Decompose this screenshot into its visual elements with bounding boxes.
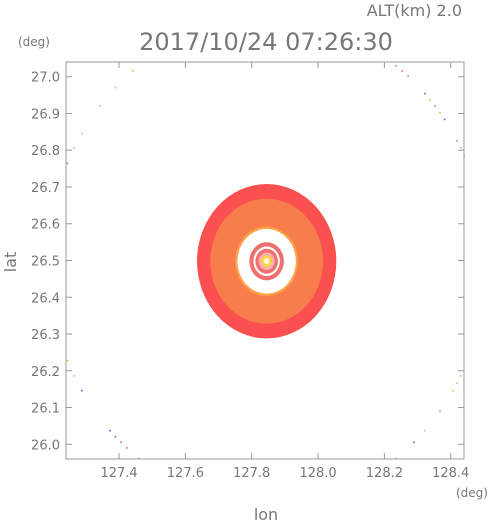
range-ring-dot (73, 147, 75, 149)
range-ring-dot (424, 92, 426, 95)
range-ring-dot (114, 86, 117, 89)
range-ring-dot (439, 111, 441, 114)
range-ring-dot (114, 435, 117, 438)
range-ring-dot (120, 441, 122, 444)
range-ring-dot (395, 457, 397, 460)
plot-frame (65, 61, 465, 460)
y-unit-label: (deg) (18, 35, 50, 49)
y-tick-label: 26.6 (31, 218, 60, 233)
y-axis-ticks: 26.0 26.1 26.2 26.3 26.4 26.5 26.6 26.7 26.8 26.9… (31, 71, 464, 453)
y-tick-label: 26.0 (31, 438, 60, 453)
range-ring (66, 65, 465, 460)
range-ring-dot (434, 105, 436, 107)
y-tick-label: 26.8 (31, 144, 60, 159)
y-tick-label: 26.1 (31, 402, 60, 417)
range-ring-dot (81, 132, 83, 135)
x-tick-label: 128.4 (432, 466, 469, 481)
range-ring-dot (452, 389, 454, 392)
range-ring-dot (429, 98, 431, 101)
altitude-label: ALT(km) 2.0 (367, 1, 462, 20)
range-ring-dot (66, 359, 69, 362)
x-tick-label: 127.6 (167, 466, 204, 481)
chart-timestamp: 2017/10/24 07:26:30 (139, 28, 393, 56)
x-tick-label: 127.8 (233, 466, 270, 481)
range-ring-dot (456, 382, 458, 385)
x-tick-label: 128.0 (299, 466, 336, 481)
y-tick-label: 26.3 (31, 328, 60, 343)
range-ring-dot (443, 118, 446, 121)
x-tick-label: 128.2 (366, 466, 403, 481)
x-axis-label: lon (254, 505, 278, 521)
range-ring-dot (424, 429, 426, 432)
range-ring-dot (459, 147, 462, 149)
y-tick-label: 26.7 (31, 181, 60, 196)
range-ring-dot (81, 389, 83, 392)
range-ring-dot (99, 105, 101, 107)
echo-rings (197, 184, 337, 339)
y-tick-label: 26.2 (31, 365, 60, 380)
range-ring-dot (73, 375, 75, 377)
x-axis-ticks: 127.4 127.6 127.8 128.0 128.2 128.4 (100, 62, 469, 481)
x-tick-label: 127.4 (100, 466, 137, 481)
y-tick-label: 26.9 (31, 107, 60, 122)
range-ring-dot (138, 457, 140, 460)
range-ring-dot (109, 429, 111, 432)
y-tick-label: 27.0 (31, 71, 60, 86)
range-ring-dot (439, 410, 441, 413)
range-ring-dot (407, 75, 409, 77)
x-unit-label: (deg) (456, 486, 488, 500)
range-ring-dot (395, 65, 397, 67)
range-ring-dot (66, 162, 69, 165)
range-ring-dot (126, 447, 128, 449)
range-ring-dot (413, 441, 415, 444)
y-tick-label: 26.4 (31, 291, 60, 306)
y-axis-label: lat (1, 252, 20, 273)
range-ring-dot (131, 70, 134, 72)
range-ring-dot (459, 375, 462, 377)
range-ring-dot (401, 70, 403, 72)
range-ring-dot (456, 139, 458, 142)
y-tick-label: 26.5 (31, 255, 60, 270)
echo-ring (264, 258, 270, 265)
